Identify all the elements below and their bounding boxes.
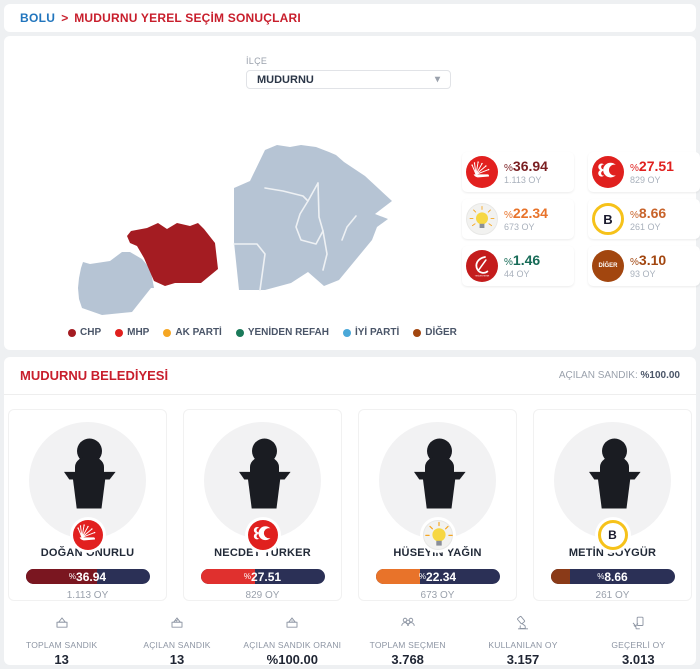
- svg-text:DİĞER: DİĞER: [598, 261, 618, 269]
- svg-text:YENİDEN REFAH: YENİDEN REFAH: [475, 275, 490, 278]
